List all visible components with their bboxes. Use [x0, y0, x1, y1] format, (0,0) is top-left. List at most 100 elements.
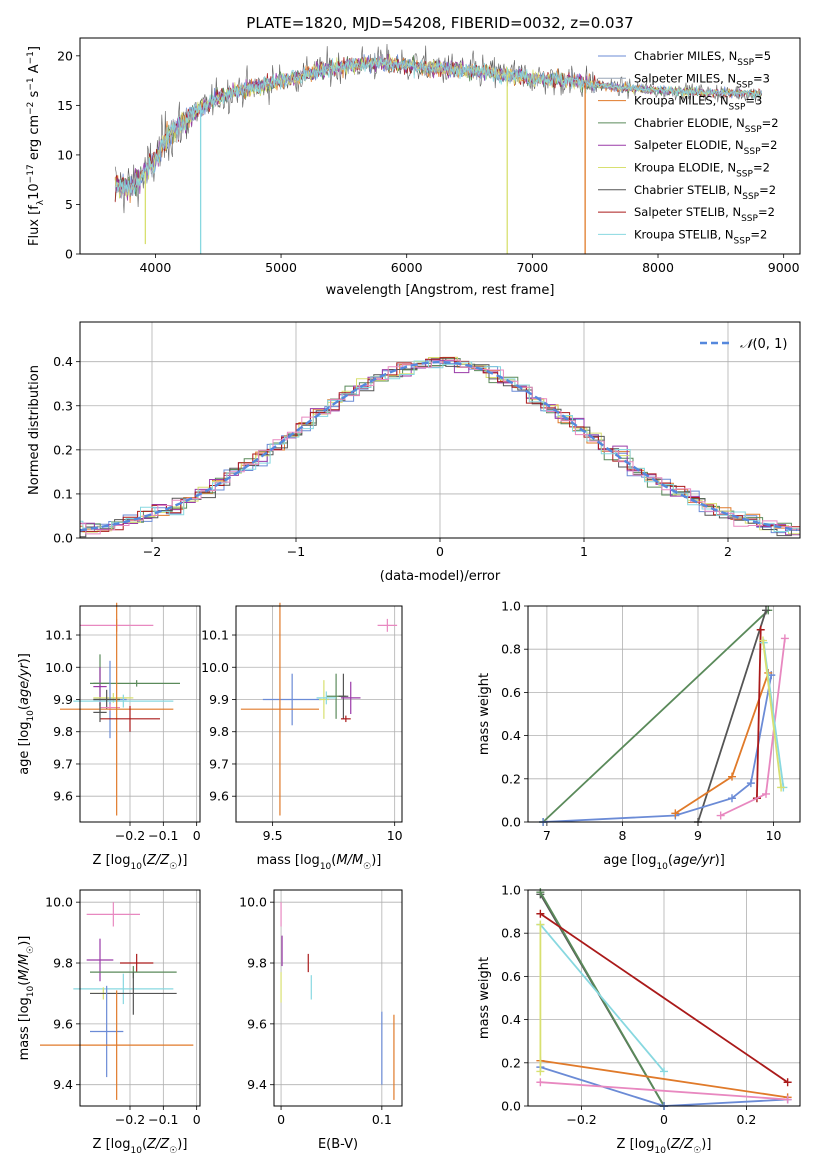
x-axis-label: age [log10(age/yr)]	[603, 853, 725, 872]
y-tick-label: 1.0	[501, 883, 521, 898]
series-marker	[783, 1095, 792, 1104]
x-tick-label: 10	[766, 828, 782, 843]
series-marker	[716, 811, 725, 820]
series-line	[697, 610, 767, 823]
y-tick-label: 0	[65, 247, 73, 262]
data-point	[40, 990, 194, 1100]
series-line	[539, 924, 665, 1072]
weight-series	[536, 909, 792, 1087]
axes-frame	[79, 321, 801, 539]
data-point	[93, 680, 180, 687]
y-tick-label: 9.4	[53, 1077, 73, 1092]
series-line	[543, 674, 773, 823]
series-marker	[758, 636, 767, 645]
y-axis-label: Normed distribution	[27, 365, 42, 495]
series-marker	[536, 1067, 545, 1076]
y-tick-label: 9.8	[209, 724, 229, 739]
spectrum-panel: 4000 5000 6000 7000 8000 9000 0 5 10 15 20 waveleng…	[26, 37, 801, 298]
axes-frame	[273, 889, 403, 1107]
y-tick-label: 9.6	[53, 1016, 73, 1031]
x-tick-label: 0.2	[736, 1112, 756, 1127]
y-tick-label: 9.7	[53, 756, 73, 771]
histogram-outline	[80, 360, 800, 532]
x-axis-label: mass [log10(M/M☉)]	[257, 853, 382, 872]
y-tick-label: 9.6	[209, 789, 229, 804]
x-tick-label: 9000	[768, 260, 800, 275]
y-tick-label: 10.1	[45, 628, 73, 643]
x-tick-label: 4000	[139, 260, 171, 275]
y-tick-label: 9.8	[247, 956, 267, 971]
legend-label: Chabrier MILES, NSSP=5	[634, 49, 771, 68]
weight-series	[716, 634, 789, 820]
spectrum-legend: Chabrier MILES, NSSP=5 Salpeter MILES, NS…	[598, 49, 779, 246]
x-tick-label: 0.1	[372, 1112, 392, 1127]
series-marker	[536, 888, 545, 897]
data-point	[73, 973, 174, 1005]
x-tick-label: 10	[387, 828, 403, 843]
legend-label: Kroupa MILES, NSSP=3	[634, 94, 762, 113]
data-point	[86, 938, 114, 982]
spectrum-kroupa-stelib	[114, 57, 763, 195]
age-vs-mass-panel: 9.5 10 9.6 9.7 9.8 9.9 10.0 10.1 mass [log10(M/M…	[201, 602, 403, 872]
y-tick-label: 5	[65, 197, 73, 212]
x-tick-label: −0.2	[566, 1112, 596, 1127]
y-tick-label: 10	[57, 147, 73, 162]
y-tick-label: 0.3	[53, 398, 73, 413]
x-tick-label: 7	[543, 828, 551, 843]
age-vs-Z-panel: −0.2 −0.1 0 9.6 9.7 9.8 9.9 10.0 10.1 Z [log10(Z/…	[17, 602, 201, 872]
axes-frame	[79, 889, 201, 1107]
series-marker	[671, 809, 680, 818]
normal-curve	[80, 360, 798, 532]
x-tick-label: 7000	[516, 260, 548, 275]
y-tick-label: 0.4	[501, 728, 521, 743]
series-line	[674, 672, 770, 815]
residuals-legend: 𝒩(0, 1)	[700, 337, 787, 352]
series-marker	[762, 789, 770, 798]
x-tick-label: 9.5	[263, 828, 283, 843]
y-tick-label: 10.0	[45, 895, 73, 910]
y-tick-label: 9.7	[209, 756, 229, 771]
y-tick-label: 0.1	[53, 486, 73, 501]
series-line	[540, 1081, 788, 1101]
series-line	[762, 640, 782, 788]
series-marker	[746, 779, 755, 788]
x-axis-label: Z [log10(Z/Z☉)]	[93, 853, 188, 872]
series-marker	[660, 1067, 668, 1076]
series-marker	[728, 772, 736, 781]
y-tick-label: 10.0	[239, 895, 267, 910]
series-marker	[783, 1078, 792, 1087]
x-tick-label: 0	[193, 1112, 201, 1127]
y-tick-label: 9.4	[247, 1077, 267, 1092]
y-tick-label: 10.0	[45, 660, 73, 675]
y-axis-label: Flux [fλ10−17 erg cm−2 s−1 A−1]	[26, 46, 46, 246]
weight-series	[536, 920, 668, 1076]
data-point	[86, 902, 140, 927]
axes-frame	[79, 605, 201, 823]
x-tick-label: −2	[143, 544, 161, 559]
data-point	[93, 689, 120, 710]
series-marker	[536, 1078, 545, 1087]
residuals-panel: −2 −1 0 1 2 0.0 0.1 0.2 0.3 0.4 (data-model)/error…	[27, 321, 801, 584]
x-tick-label: 0	[193, 828, 201, 843]
series-marker	[762, 606, 770, 615]
y-tick-label: 9.8	[53, 724, 73, 739]
figure-title: PLATE=1820, MJD=54208, FIBERID=0032, z=0…	[246, 14, 633, 32]
y-axis-label: mass weight	[477, 957, 492, 1039]
data-point	[100, 705, 160, 732]
x-tick-label: −1	[287, 544, 305, 559]
mass-vs-ebv-panel: 0 0.1 9.4 9.6 9.8 10.0 E(B-V)	[239, 889, 403, 1152]
data-point	[340, 715, 351, 723]
y-tick-label: 9.6	[53, 789, 73, 804]
series-line	[756, 629, 762, 799]
y-tick-label: 0.0	[53, 531, 73, 546]
series-marker	[780, 634, 789, 643]
data-point	[338, 673, 349, 719]
y-tick-label: 0.6	[501, 685, 521, 700]
y-tick-label: 1.0	[501, 599, 521, 614]
y-tick-label: 9.9	[209, 692, 229, 707]
series-line	[539, 913, 789, 1083]
axes-frame	[79, 37, 801, 255]
data-point	[90, 985, 124, 1078]
x-tick-label: 6000	[391, 260, 423, 275]
x-tick-label: −0.1	[148, 828, 178, 843]
